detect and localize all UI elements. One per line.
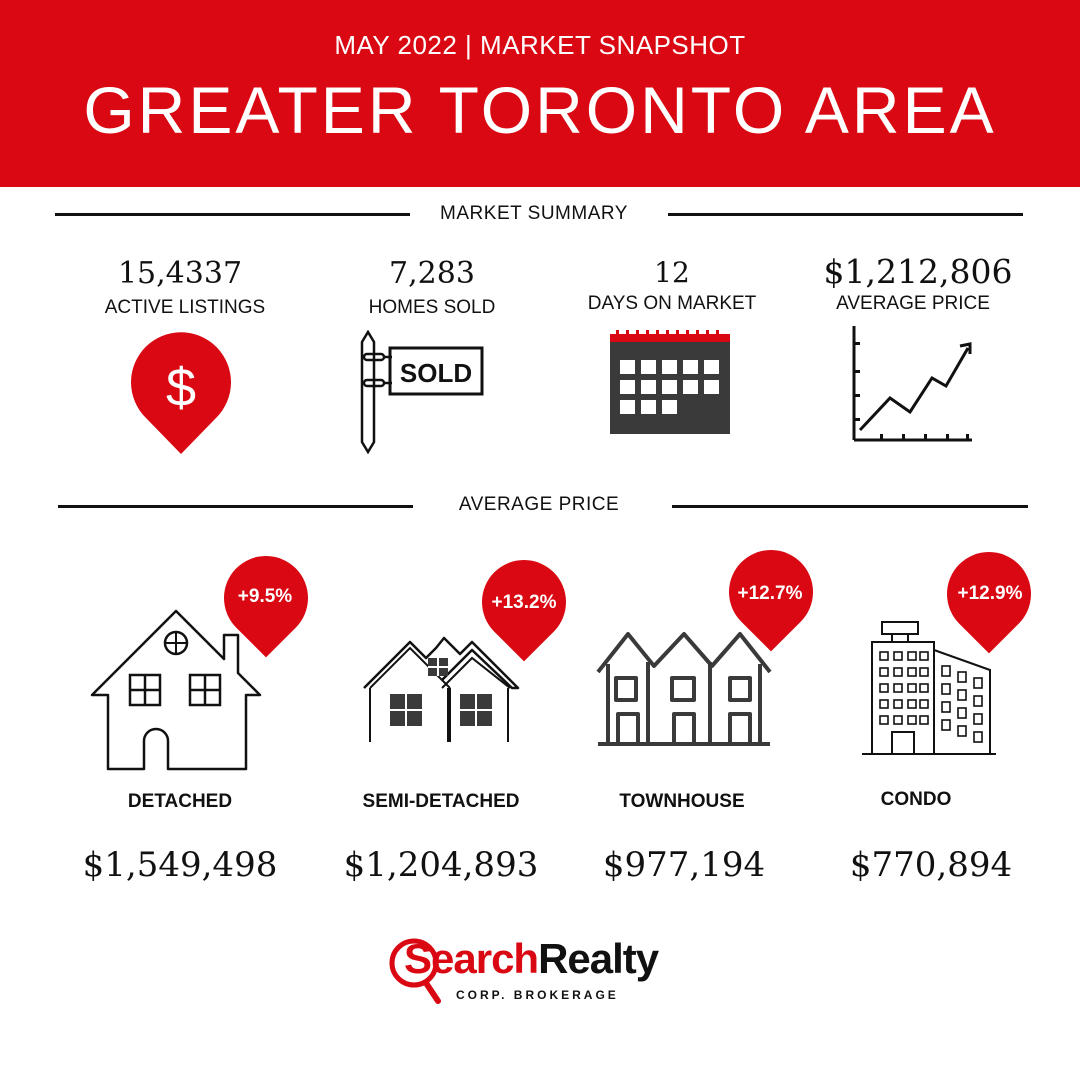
- label-townhouse: TOWNHOUSE: [619, 791, 745, 812]
- condo-building-icon: [862, 621, 996, 755]
- homes-sold-value: 7,283: [389, 256, 475, 291]
- active-listings-value: 15,4337: [117, 256, 243, 291]
- logo-part-realty: Realty: [538, 935, 659, 982]
- semi-detached-house-icon: [363, 636, 520, 742]
- dollar-symbol: $: [166, 358, 196, 418]
- average-price-value: $1,212,806: [823, 252, 1013, 291]
- page-title: GREATER TORONTO AREA: [83, 73, 997, 147]
- logo-subtitle: CORP. BROKERAGE: [456, 988, 619, 1002]
- price-condo: $770,894: [849, 845, 1013, 885]
- sold-sign-text: SOLD: [400, 358, 472, 388]
- dollar-pin-icon: $: [131, 332, 231, 454]
- change-townhouse: +12.7%: [737, 583, 803, 604]
- detached-house-icon: [90, 609, 262, 771]
- days-on-market-value: 12: [654, 256, 690, 289]
- divider-left-2: [58, 505, 413, 508]
- label-detached: DETACHED: [127, 791, 233, 812]
- price-detached: $1,549,498: [82, 845, 278, 885]
- change-condo: +12.9%: [957, 583, 1023, 604]
- header-subtitle: MAY 2022 | MARKET SNAPSHOT: [334, 30, 746, 60]
- divider-left: [55, 213, 410, 216]
- magnifier-icon: [389, 938, 441, 1004]
- logo-wordmark: SearchRealty: [404, 935, 659, 983]
- divider-right: [668, 213, 1023, 216]
- homes-sold-label: HOMES SOLD: [368, 297, 496, 318]
- line-chart-icon: [852, 326, 972, 442]
- price-townhouse: $977,194: [602, 845, 766, 885]
- active-listings-label: ACTIVE LISTINGS: [104, 297, 266, 318]
- townhouse-icon: [596, 632, 772, 746]
- calendar-icon: [610, 330, 730, 434]
- average-price-label: AVERAGE PRICE: [836, 293, 990, 314]
- header-banner: MAY 2022 | MARKET SNAPSHOT GREATER TORON…: [0, 0, 1080, 187]
- section-label-average-price: AVERAGE PRICE: [458, 494, 620, 515]
- days-on-market-label: DAYS ON MARKET: [587, 293, 757, 314]
- change-detached: +9.5%: [237, 586, 293, 607]
- price-semi-detached: $1,204,893: [343, 845, 539, 885]
- search-realty-logo: SearchRealty CORP. BROKERAGE: [388, 935, 698, 1005]
- change-semi-detached: +13.2%: [491, 592, 557, 613]
- label-condo: CONDO: [880, 789, 952, 810]
- divider-right-2: [672, 505, 1028, 508]
- label-semi-detached: SEMI-DETACHED: [362, 791, 520, 812]
- sold-sign-icon: SOLD: [360, 330, 484, 455]
- section-label-market-summary: MARKET SUMMARY: [440, 203, 628, 224]
- logo-part-search: Search: [404, 935, 539, 982]
